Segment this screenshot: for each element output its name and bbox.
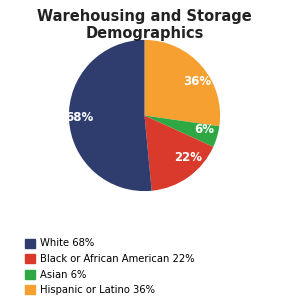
- Wedge shape: [144, 116, 219, 147]
- Text: 6%: 6%: [194, 124, 214, 136]
- Wedge shape: [144, 116, 213, 191]
- Legend: White 68%, Black or African American 22%, Asian 6%, Hispanic or Latino 36%: White 68%, Black or African American 22%…: [25, 238, 195, 295]
- Wedge shape: [69, 40, 152, 191]
- Wedge shape: [144, 40, 220, 126]
- Text: 68%: 68%: [65, 111, 93, 124]
- Text: Warehousing and Storage Demographics: Warehousing and Storage Demographics: [37, 9, 252, 41]
- Text: 36%: 36%: [183, 75, 212, 88]
- Text: 22%: 22%: [174, 151, 202, 164]
